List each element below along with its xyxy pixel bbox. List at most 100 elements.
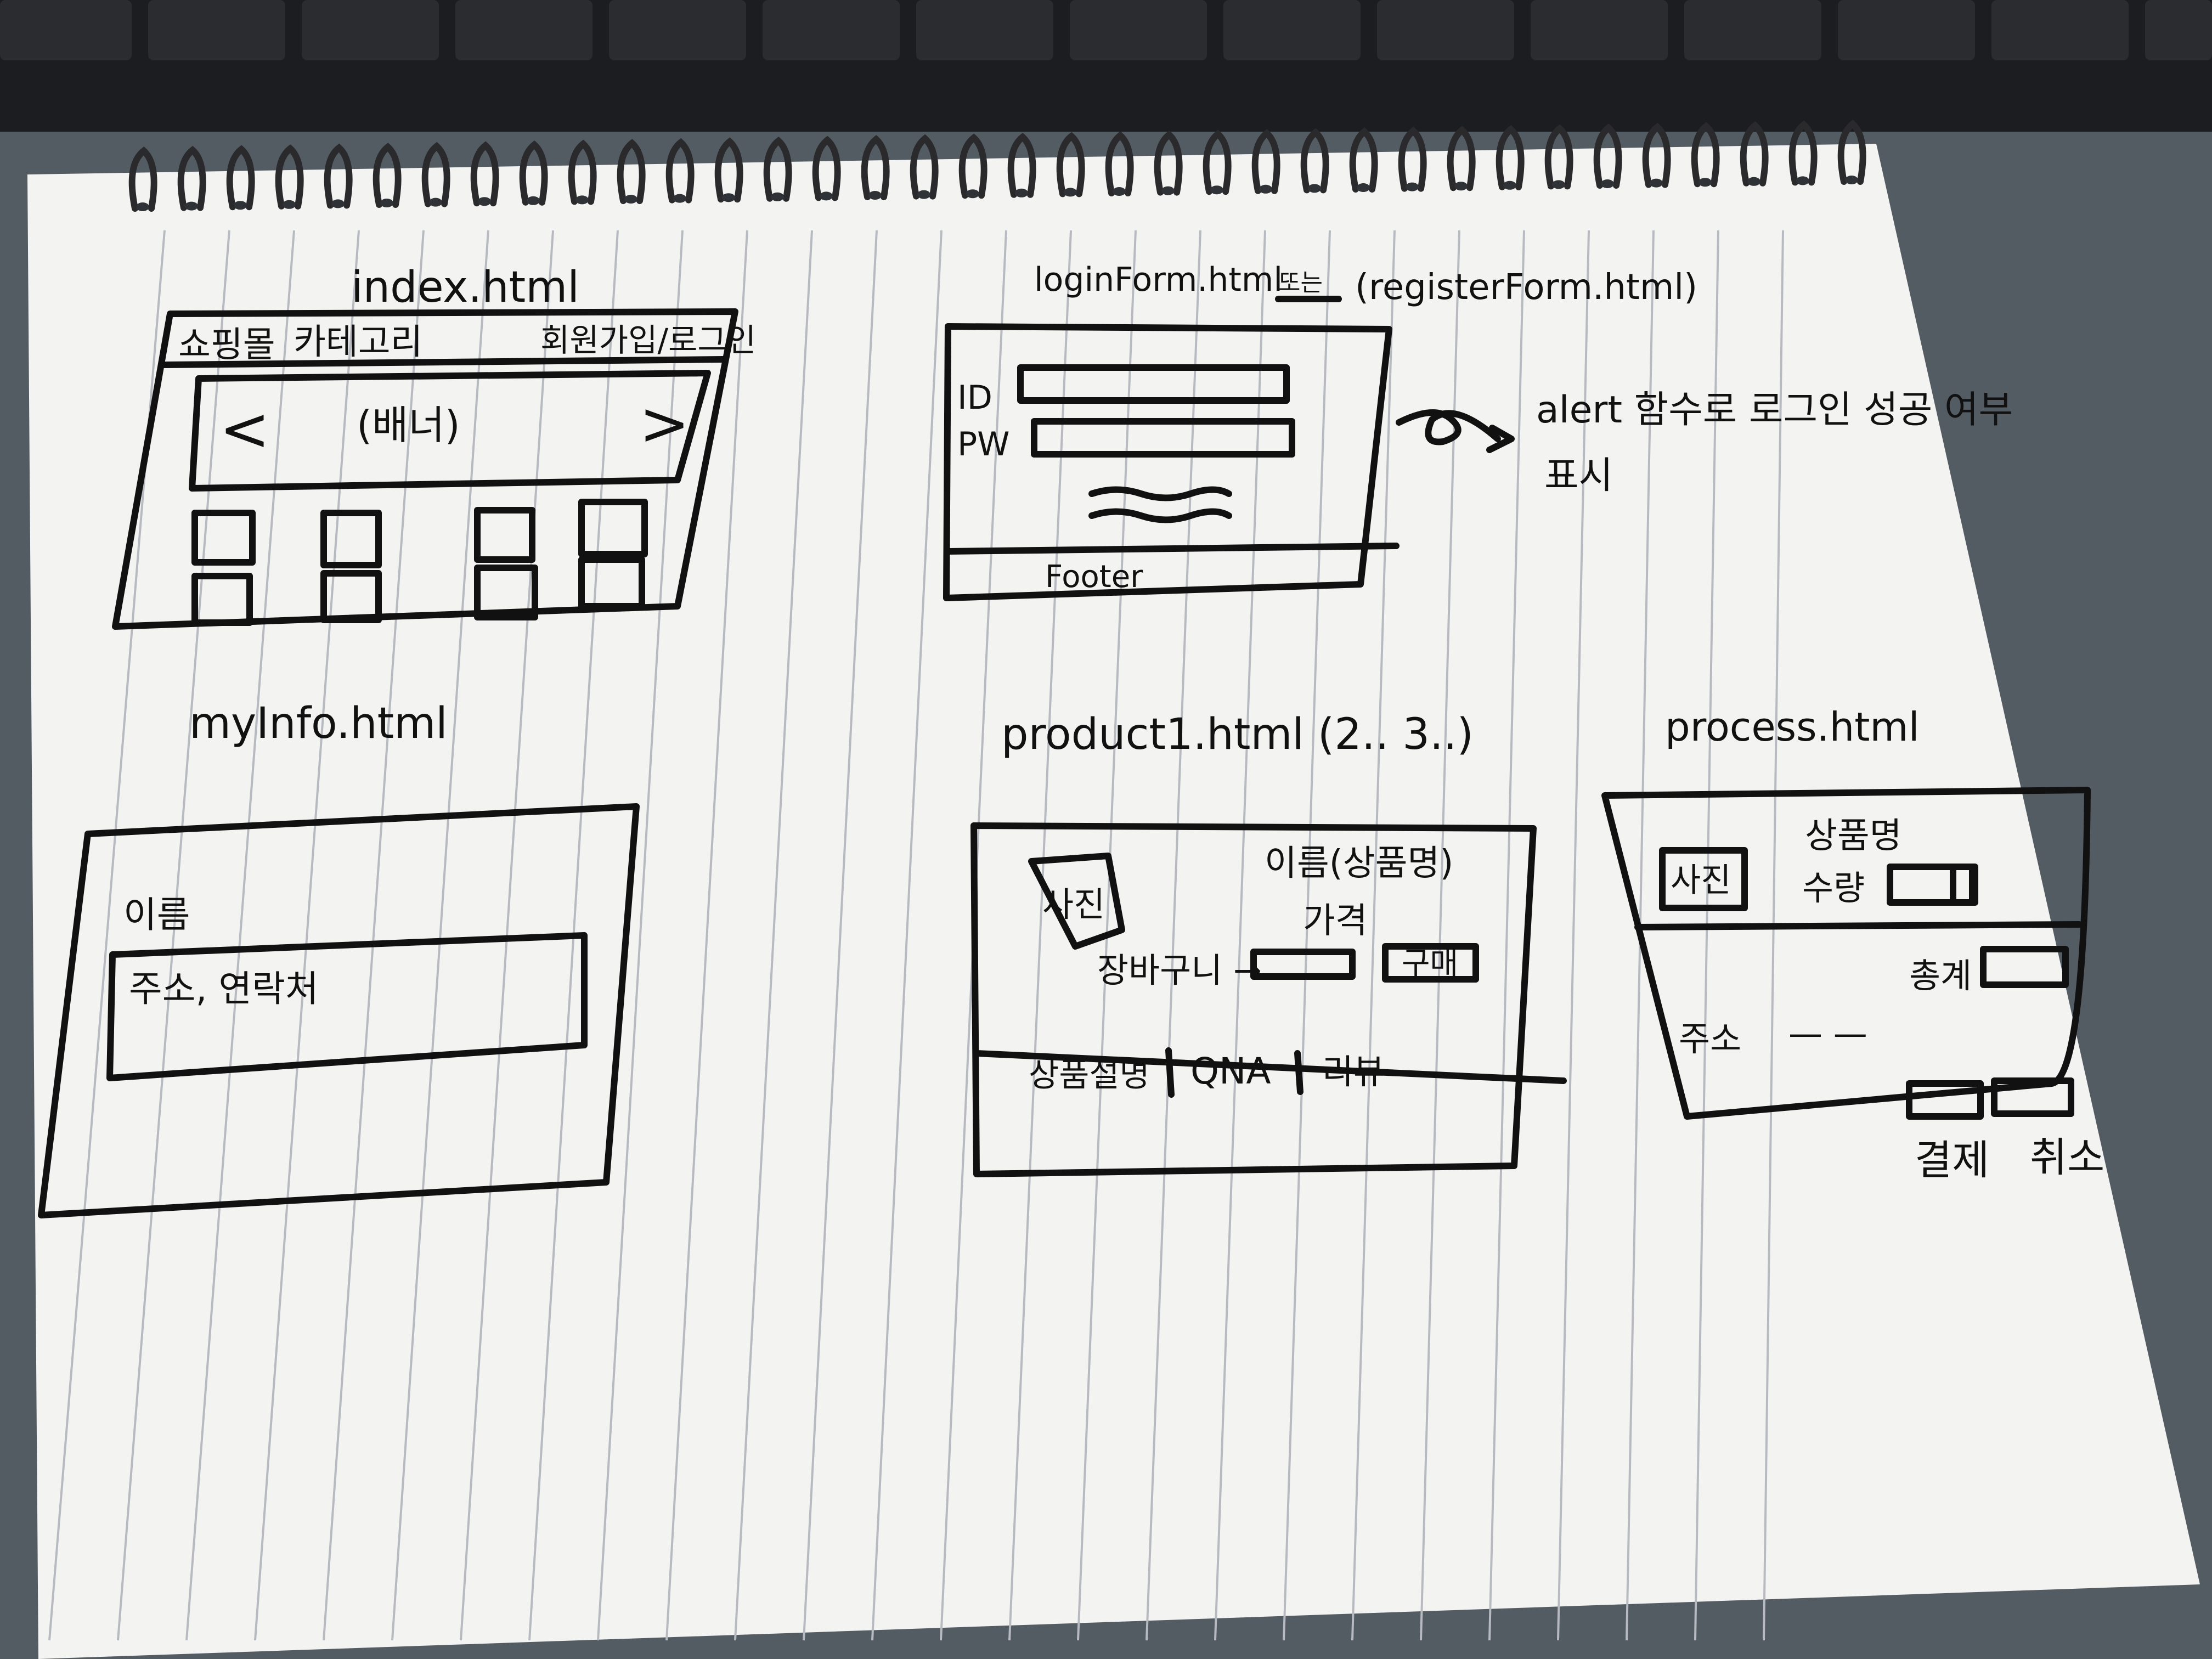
spiral-hole	[1699, 178, 1712, 187]
spiral-coil	[1788, 120, 1818, 186]
ruled-line	[1008, 230, 1072, 1641]
spiral-hole	[624, 195, 637, 204]
spiral-coil	[373, 143, 402, 208]
spiral-coil	[1837, 120, 1866, 185]
ruled-line	[871, 230, 943, 1641]
spiral-coil	[1398, 126, 1427, 192]
spiral-coil	[958, 133, 988, 199]
ruled-line	[1694, 230, 1719, 1641]
spiral-coil	[910, 134, 939, 200]
spiral-hole	[331, 199, 345, 208]
product-title: product1.html (2.. 3..)	[1001, 710, 1474, 759]
spiral-hole	[1796, 176, 1809, 185]
login-annotation-line2: 표시	[1544, 454, 1613, 498]
spiral-coil	[812, 136, 841, 201]
ruled-line	[1488, 230, 1525, 1641]
ruled-line	[117, 230, 230, 1641]
spiral-hole	[1552, 180, 1565, 189]
index-nav-shop: 쇼핑몰	[178, 325, 275, 365]
sketch-index: index.html 쇼핑몰 카테고리 회원가입/로그인 < (배너) >	[112, 263, 756, 630]
ruled-lines	[48, 230, 1784, 1641]
keyboard-keys	[0, 0, 2212, 60]
login-title-alt: (registerForm.html)	[1355, 267, 1697, 308]
spiral-coil	[1740, 121, 1769, 187]
spiral-coil	[128, 146, 157, 212]
spiral-hole	[185, 201, 198, 211]
ruled-line	[1420, 230, 1460, 1641]
ruled-line	[254, 230, 360, 1641]
spiral-coil	[714, 137, 743, 203]
spiral-coil	[1544, 124, 1573, 190]
spiral-hole	[1015, 188, 1028, 198]
annotation-arrow-icon	[1396, 409, 1501, 445]
banner-prev-icon: <	[219, 394, 270, 464]
ruled-line	[665, 230, 748, 1641]
product-cart-label: 장바구니 →	[1097, 950, 1262, 990]
index-banner-label: (배너)	[357, 402, 460, 448]
spiral-coil	[1203, 129, 1232, 195]
banner-next-icon: >	[639, 388, 690, 459]
sketch-myinfo: myInfo.html 이름 주소, 연락처	[38, 699, 640, 1218]
spiral-hole	[234, 201, 247, 210]
spiral-hole	[1601, 179, 1614, 188]
spiral-coil	[568, 139, 597, 205]
spiral-coil	[617, 139, 646, 204]
spiral-coil	[1349, 127, 1378, 193]
ruled-line	[323, 230, 425, 1641]
spiral-coil	[1593, 123, 1622, 189]
spiral-coil	[1105, 131, 1134, 196]
spiral-coil	[519, 140, 548, 206]
spiral-coil	[861, 135, 890, 200]
process-product-name: 상품명	[1805, 816, 1902, 856]
ruled-line	[1763, 230, 1784, 1641]
product-photo-label: 사진	[1042, 884, 1105, 924]
spiral-hole	[722, 193, 735, 202]
spiral-hole	[1161, 186, 1175, 195]
spiral-coil	[763, 136, 792, 202]
spiral-hole	[429, 198, 442, 207]
sketch-process: process.html 상품명 사진 수량 총계 주소 — — 결제 취소	[1601, 704, 2104, 1184]
ruled-line	[803, 230, 878, 1641]
spiral-hole	[1845, 176, 1858, 184]
spiral-coil	[421, 142, 450, 207]
spiral-hole	[820, 191, 833, 201]
ruled-line	[1351, 230, 1396, 1641]
spiral-coil	[1642, 122, 1671, 188]
ruled-line	[1214, 230, 1266, 1641]
login-annotation-line1: alert 함수로 로그인 성공 여부	[1536, 388, 2013, 432]
login-title-mark: 또는	[1278, 269, 1323, 297]
spiral-hole	[1210, 185, 1223, 195]
login-pw-label: PW	[957, 425, 1010, 464]
spiral-hole	[1308, 184, 1321, 193]
index-title: index.html	[351, 263, 579, 312]
index-nav-category: 카테고리	[294, 322, 423, 363]
spiral-hole	[771, 192, 784, 201]
spiral-coil	[665, 138, 695, 204]
spiral-hole	[283, 200, 296, 209]
myinfo-title: myInfo.html	[189, 699, 448, 748]
spiral-hole	[673, 194, 686, 203]
spiral-coil	[275, 144, 304, 210]
sketch-login: loginForm.html 또는 (registerForm.html) ID…	[943, 261, 2013, 601]
spiral-hole	[868, 191, 882, 200]
index-nav-auth: 회원가입/로그인	[540, 321, 756, 359]
process-title: process.html	[1665, 704, 1920, 750]
product-tab-desc: 상품설명	[1029, 1056, 1150, 1094]
spiral-hole	[380, 199, 393, 207]
ruled-line	[1283, 230, 1331, 1641]
spiral-coil	[226, 145, 255, 211]
myinfo-address-label: 주소, 연락처	[129, 968, 319, 1010]
spiral-coil	[1447, 126, 1476, 191]
spiral-hole	[1406, 182, 1419, 191]
spiral-coil	[1691, 122, 1720, 188]
product-buy-button-label: 구매	[1402, 946, 1458, 981]
spiral-coil	[1056, 132, 1085, 198]
ruled-line	[185, 230, 295, 1641]
spiral-hole	[1454, 182, 1468, 191]
process-quantity-label: 수량	[1802, 868, 1865, 908]
login-footer-label: Footer	[1045, 559, 1143, 595]
ruled-line	[734, 230, 813, 1641]
spiral-hole	[917, 190, 930, 199]
spiral-hole	[1650, 178, 1663, 188]
